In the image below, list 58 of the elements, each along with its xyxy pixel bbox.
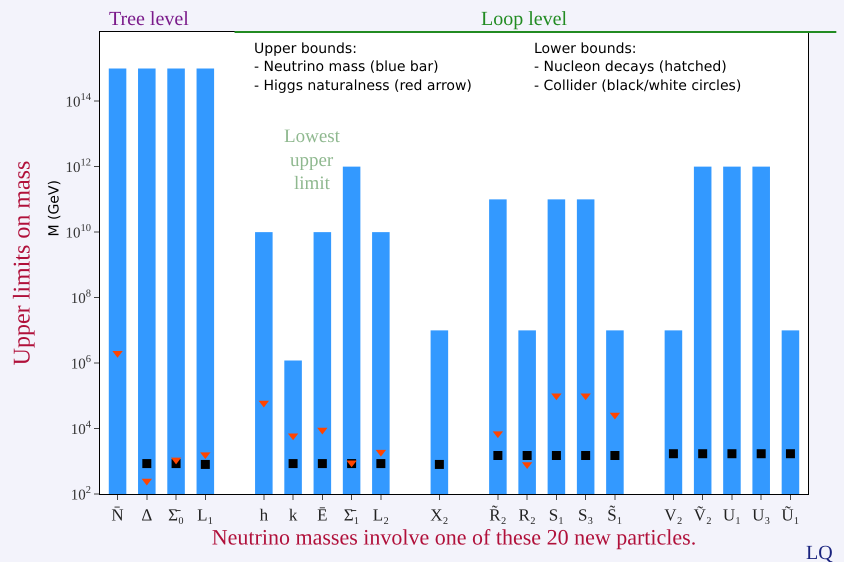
point — [698, 449, 708, 458]
y-tick-label: 10$^{14}$ — [66, 92, 92, 110]
point — [727, 449, 736, 458]
point — [288, 459, 298, 468]
annotation: - Nucleon decays (hatched) — [534, 59, 727, 75]
x-tick-label: k — [288, 505, 298, 524]
x-tick-label: h — [260, 505, 269, 524]
x-tick-label: R̃₂ — [489, 505, 507, 524]
point — [552, 451, 561, 460]
point — [522, 451, 532, 460]
x-tick-label: L₂ — [372, 505, 390, 524]
x-tick-label: N̄ — [111, 505, 124, 524]
annotation: - Collider (black/white circles) — [534, 78, 742, 94]
text: LQ — [806, 542, 834, 562]
point — [581, 451, 590, 460]
x-tick-label: U₁ — [722, 505, 742, 524]
y-tick-label: 10$^{2}$ — [70, 484, 91, 504]
point — [493, 451, 502, 460]
text: Tree level — [109, 8, 190, 30]
x-tick-label: S₃ — [578, 505, 594, 524]
point — [200, 460, 210, 469]
point — [668, 449, 678, 458]
text: M (GeV) — [46, 180, 62, 237]
x-tick-label: U₃ — [752, 505, 770, 524]
y-tick-label: 10$^{6}$ — [70, 354, 91, 372]
x-tick-label: L₁ — [197, 505, 214, 524]
point — [318, 459, 327, 468]
point — [434, 460, 444, 469]
point — [756, 449, 766, 458]
annotation: - Neutrino mass (blue bar) — [254, 59, 439, 75]
annotation: - Higgs naturalness (red arrow) — [254, 78, 472, 94]
text: Loop level — [481, 8, 568, 30]
x-axis-title: Neutrino masses involve one of these 20 new particles. — [212, 524, 696, 550]
annotation: Upper bounds: — [254, 41, 357, 57]
x-tick-label: V₂ — [664, 505, 683, 524]
x-tick-label: R₂ — [518, 505, 536, 524]
annotation: Lower bounds: — [534, 41, 636, 57]
x-tick-label: Δ — [141, 505, 152, 524]
point — [142, 459, 152, 468]
annotation: limit — [294, 173, 331, 194]
x-tick-label: Ē — [317, 505, 328, 524]
y-tick-label: 10$^{10}$ — [66, 223, 91, 242]
x-tick-label: Ũ₁ — [781, 505, 800, 524]
annotation: Lowest — [284, 126, 341, 147]
y-tick-label: 10$^{8}$ — [70, 288, 91, 307]
y-axis-title: Upper limits on mass — [10, 160, 36, 366]
x-tick-label: Ṽ₂ — [694, 505, 712, 524]
x-tick-label: X₂ — [430, 505, 448, 524]
x-tick-label: S₁ — [548, 505, 564, 524]
x-tick-label: S̃₁ — [607, 504, 623, 524]
x-tick-label: Σ̄₀ — [168, 505, 184, 524]
y-tick-label: 10$^{4}$ — [70, 419, 92, 438]
y-tick-label: 10$^{12}$ — [66, 158, 91, 176]
point — [786, 449, 795, 458]
x-tick-label: Σ̄₁ — [344, 505, 360, 524]
point — [376, 459, 386, 468]
point — [610, 451, 620, 460]
annotation: upper — [290, 150, 334, 171]
